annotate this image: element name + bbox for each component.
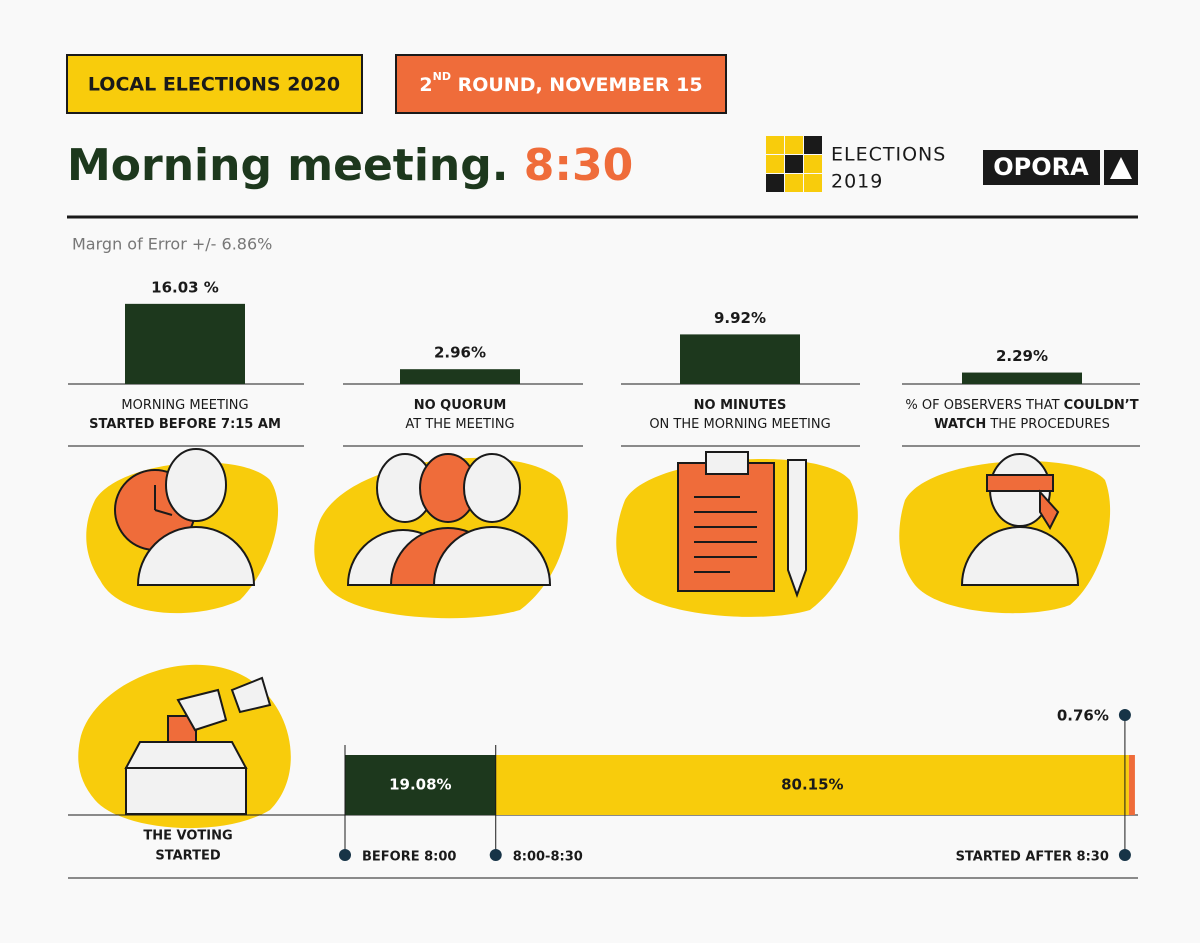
value-label: 16.03 % [151,278,219,296]
icon-clock-person [86,448,279,614]
opora-box [983,150,1100,185]
tag: LOCAL ELECTIONS 2020 [88,74,340,96]
chart-title: THE VOTING [143,829,232,844]
category-label: STARTED BEFORE 7:15 AM [89,417,281,432]
logo-text: ELECTIONS [831,144,946,166]
charts: 16.03 % MORNING MEETING STARTED BEFORE 7:1… [68,278,1140,879]
title-text: Morning meeting. [67,140,508,191]
category-part: COULDN’T [1064,398,1139,413]
value-label: 2.96% [434,344,486,362]
tag: 2ND ROUND, NOVEMBER 15 [419,70,702,96]
value-label: 9.92% [714,309,766,327]
bar-segment [495,755,1129,815]
tick-dot [1118,709,1131,721]
category-part: ON THE MORNING MEETING [649,417,830,432]
legend-label: STARTED AFTER 8:30 [956,850,1109,865]
category-part: NO MINUTES [694,398,787,413]
tick-dot [1118,849,1131,861]
bar [400,369,520,384]
category-label: WATCH THE PROCEDURES [934,417,1110,432]
category-part: WATCH [934,417,986,432]
chart-title: STARTED [155,849,220,864]
tick-dot [489,849,502,861]
category-label: % OF OBSERVERS THAT COULDN’T [905,398,1138,413]
category-part: THE PROCEDURES [986,417,1110,432]
elections-logo [766,136,822,192]
value-label: 19.08% [389,776,451,794]
icon-group [314,453,568,619]
bar-segment [1128,755,1135,815]
tag-box [395,54,727,114]
category-part: % OF OBSERVERS THAT [905,398,1063,413]
bar [680,334,800,384]
category-part: AT THE MEETING [405,417,514,432]
legend-label: 8:00-8:30 [513,850,583,865]
note: Margn of Error +/- 6.86% [72,235,272,254]
opora-triangle [1110,157,1132,179]
value-label: 80.15% [781,776,843,794]
value-label: 2.29% [996,347,1048,365]
title-time: 8:30 [524,140,633,191]
category-label: MORNING MEETING [121,398,248,413]
icon-clipboard [616,451,858,617]
icon-blindfold [899,453,1111,614]
bar-segment [345,755,496,815]
title: Morning meeting. 8:30 [67,140,633,191]
logo-text: 2019 [831,171,883,193]
category-label: AT THE MEETING [405,417,514,432]
bar [962,372,1082,384]
category-label: ON THE MORNING MEETING [649,417,830,432]
tag-part: ROUND, NOVEMBER 15 [451,74,703,96]
icon-ballot-box [78,664,291,829]
tag-box [66,54,363,114]
opora-text: OPORA [993,153,1089,181]
category-part: MORNING MEETING [121,398,248,413]
legend-label: BEFORE 8:00 [362,850,456,865]
category-part: NO QUORUM [414,398,507,413]
tick-dot [339,849,351,861]
value-label: 0.76% [1057,707,1109,725]
tag-part: 2 [419,74,432,96]
bar [125,303,245,384]
category-label: NO MINUTES [694,398,787,413]
tag-sup: ND [433,70,451,83]
category-part: STARTED BEFORE 7:15 AM [89,417,281,432]
category-label: NO QUORUM [414,398,507,413]
